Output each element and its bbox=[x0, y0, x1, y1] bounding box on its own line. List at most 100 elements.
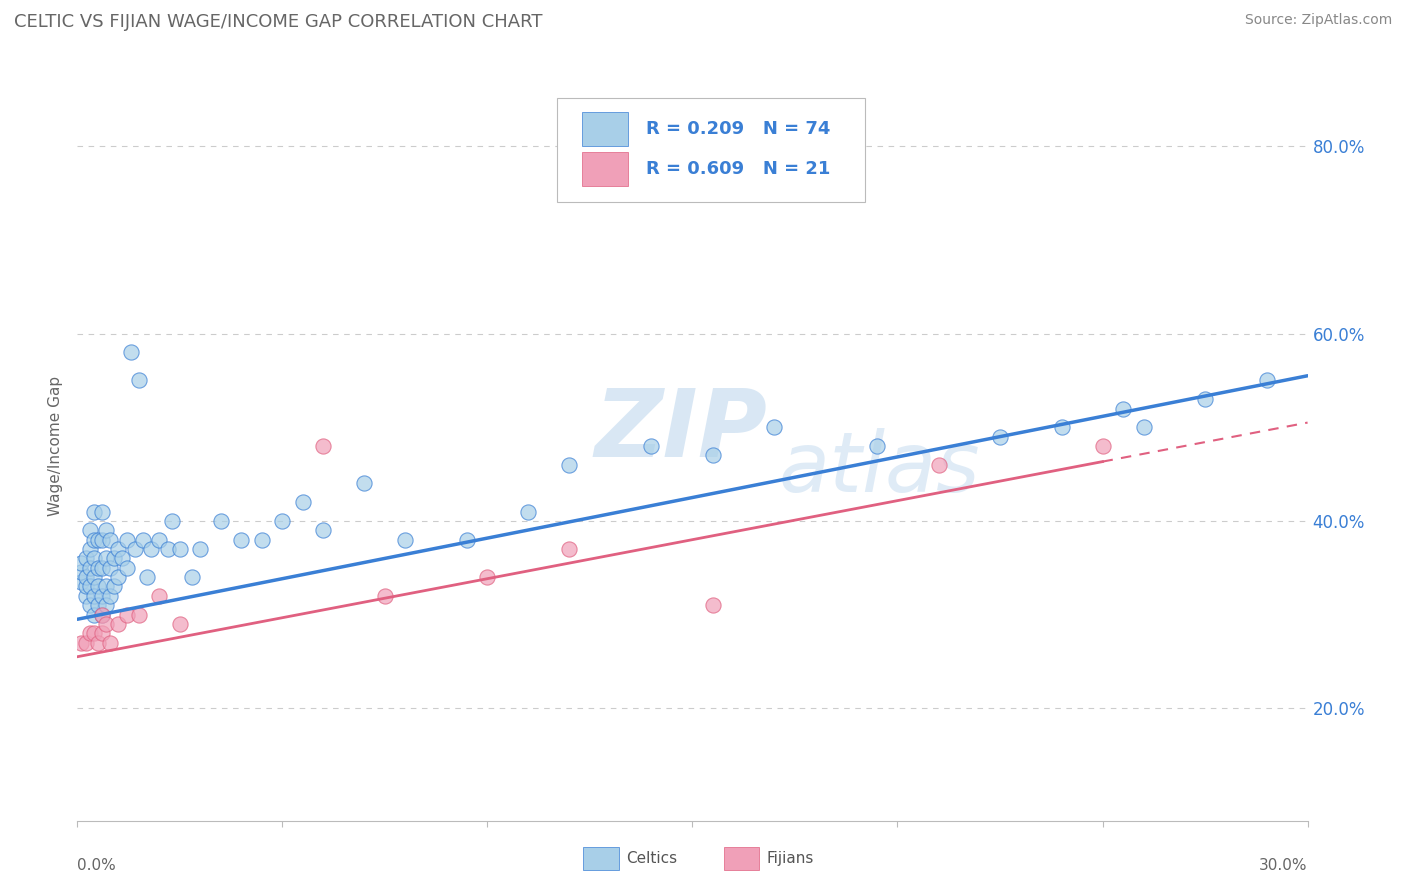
Text: 30.0%: 30.0% bbox=[1260, 858, 1308, 873]
Point bbox=[75, 635, 97, 649]
Text: CELTIC VS FIJIAN WAGE/INCOME GAP CORRELATION CHART: CELTIC VS FIJIAN WAGE/INCOME GAP CORRELA… bbox=[14, 13, 543, 31]
Point bbox=[1112, 401, 1135, 416]
Point bbox=[98, 533, 121, 547]
Point bbox=[94, 551, 117, 566]
Point bbox=[148, 589, 170, 603]
Point bbox=[70, 574, 93, 589]
Point bbox=[87, 533, 110, 547]
Text: R = 0.209   N = 74: R = 0.209 N = 74 bbox=[645, 120, 830, 138]
Point bbox=[98, 635, 121, 649]
Text: 0.0%: 0.0% bbox=[77, 858, 117, 873]
Point bbox=[79, 599, 101, 613]
Point bbox=[75, 551, 97, 566]
Point bbox=[169, 617, 191, 632]
Point bbox=[640, 439, 662, 453]
Point bbox=[517, 505, 540, 519]
Point bbox=[169, 542, 191, 557]
Text: atlas: atlas bbox=[779, 428, 980, 509]
Point bbox=[271, 514, 294, 528]
Point bbox=[79, 523, 101, 537]
Text: Fijians: Fijians bbox=[766, 852, 814, 866]
Point bbox=[394, 533, 416, 547]
Point bbox=[136, 570, 159, 584]
Point bbox=[90, 561, 114, 575]
FancyBboxPatch shape bbox=[557, 97, 865, 202]
Point bbox=[107, 617, 129, 632]
Point bbox=[1132, 420, 1154, 434]
Point bbox=[312, 523, 335, 537]
Point bbox=[456, 533, 478, 547]
Point bbox=[79, 542, 101, 557]
Point bbox=[83, 570, 105, 584]
Point bbox=[94, 580, 117, 594]
Point bbox=[90, 607, 114, 622]
Point bbox=[115, 533, 138, 547]
Point bbox=[79, 580, 101, 594]
Point bbox=[79, 561, 101, 575]
Point bbox=[558, 458, 581, 472]
Point bbox=[70, 566, 93, 580]
Text: Source: ZipAtlas.com: Source: ZipAtlas.com bbox=[1244, 13, 1392, 28]
Point bbox=[181, 570, 204, 584]
Point bbox=[1194, 392, 1216, 407]
Point bbox=[83, 505, 105, 519]
Point bbox=[94, 617, 117, 632]
Point bbox=[98, 561, 121, 575]
Point bbox=[291, 495, 314, 509]
Point bbox=[83, 626, 105, 640]
Point bbox=[702, 449, 724, 463]
Point bbox=[98, 589, 121, 603]
Point bbox=[1050, 420, 1073, 434]
Point bbox=[87, 580, 110, 594]
Point bbox=[90, 533, 114, 547]
Point bbox=[148, 533, 170, 547]
Text: R = 0.609   N = 21: R = 0.609 N = 21 bbox=[645, 160, 830, 178]
Point bbox=[374, 589, 396, 603]
Point bbox=[87, 599, 110, 613]
Point bbox=[988, 430, 1011, 444]
Point bbox=[107, 542, 129, 557]
Point bbox=[94, 599, 117, 613]
Point bbox=[558, 542, 581, 557]
Point bbox=[115, 607, 138, 622]
Point bbox=[702, 599, 724, 613]
Point bbox=[103, 580, 125, 594]
Point bbox=[120, 345, 142, 359]
Point bbox=[83, 533, 105, 547]
Point bbox=[141, 542, 163, 557]
Point bbox=[75, 580, 97, 594]
Point bbox=[90, 607, 114, 622]
Point bbox=[90, 505, 114, 519]
Point bbox=[209, 514, 232, 528]
Text: ZIP: ZIP bbox=[595, 385, 766, 477]
Point bbox=[94, 523, 117, 537]
Point bbox=[132, 533, 155, 547]
Point bbox=[1091, 439, 1114, 453]
Point bbox=[83, 551, 105, 566]
Point bbox=[250, 533, 273, 547]
Point bbox=[160, 514, 183, 528]
Point bbox=[763, 420, 786, 434]
Point bbox=[90, 589, 114, 603]
Point bbox=[128, 374, 150, 388]
Point bbox=[83, 607, 105, 622]
Point bbox=[124, 542, 146, 557]
Point bbox=[928, 458, 950, 472]
Point bbox=[103, 551, 125, 566]
Point bbox=[866, 439, 889, 453]
Point bbox=[83, 589, 105, 603]
Point bbox=[156, 542, 179, 557]
Point bbox=[79, 626, 101, 640]
Point bbox=[107, 570, 129, 584]
Point bbox=[115, 561, 138, 575]
Point bbox=[231, 533, 253, 547]
Text: Celtics: Celtics bbox=[626, 852, 676, 866]
Point bbox=[353, 476, 375, 491]
Point bbox=[90, 626, 114, 640]
Point bbox=[111, 551, 134, 566]
Point bbox=[75, 570, 97, 584]
Point bbox=[70, 635, 93, 649]
Point bbox=[188, 542, 212, 557]
FancyBboxPatch shape bbox=[582, 112, 628, 146]
Point bbox=[1256, 374, 1278, 388]
